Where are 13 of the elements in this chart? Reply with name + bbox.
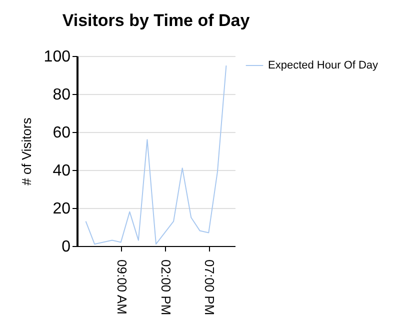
y-tick-label: 100 xyxy=(44,48,71,66)
x-tick-label: 02:00 PM xyxy=(158,260,174,316)
y-tick-label: 40 xyxy=(52,162,71,180)
legend-label: Expected Hour Of Day xyxy=(268,60,379,72)
x-tick-label: 09:00 AM xyxy=(114,260,130,314)
y-tick-label: 60 xyxy=(52,124,71,142)
line-series xyxy=(85,65,227,245)
y-tick-label: 20 xyxy=(52,200,71,218)
x-tick-label: 07:00 PM xyxy=(202,260,218,316)
chart-title: Visitors by Time of Day xyxy=(62,11,250,30)
y-tick-label: 0 xyxy=(62,238,71,256)
y-tick-label: 80 xyxy=(52,86,71,104)
y-axis-title: # of Visitors xyxy=(18,117,34,186)
